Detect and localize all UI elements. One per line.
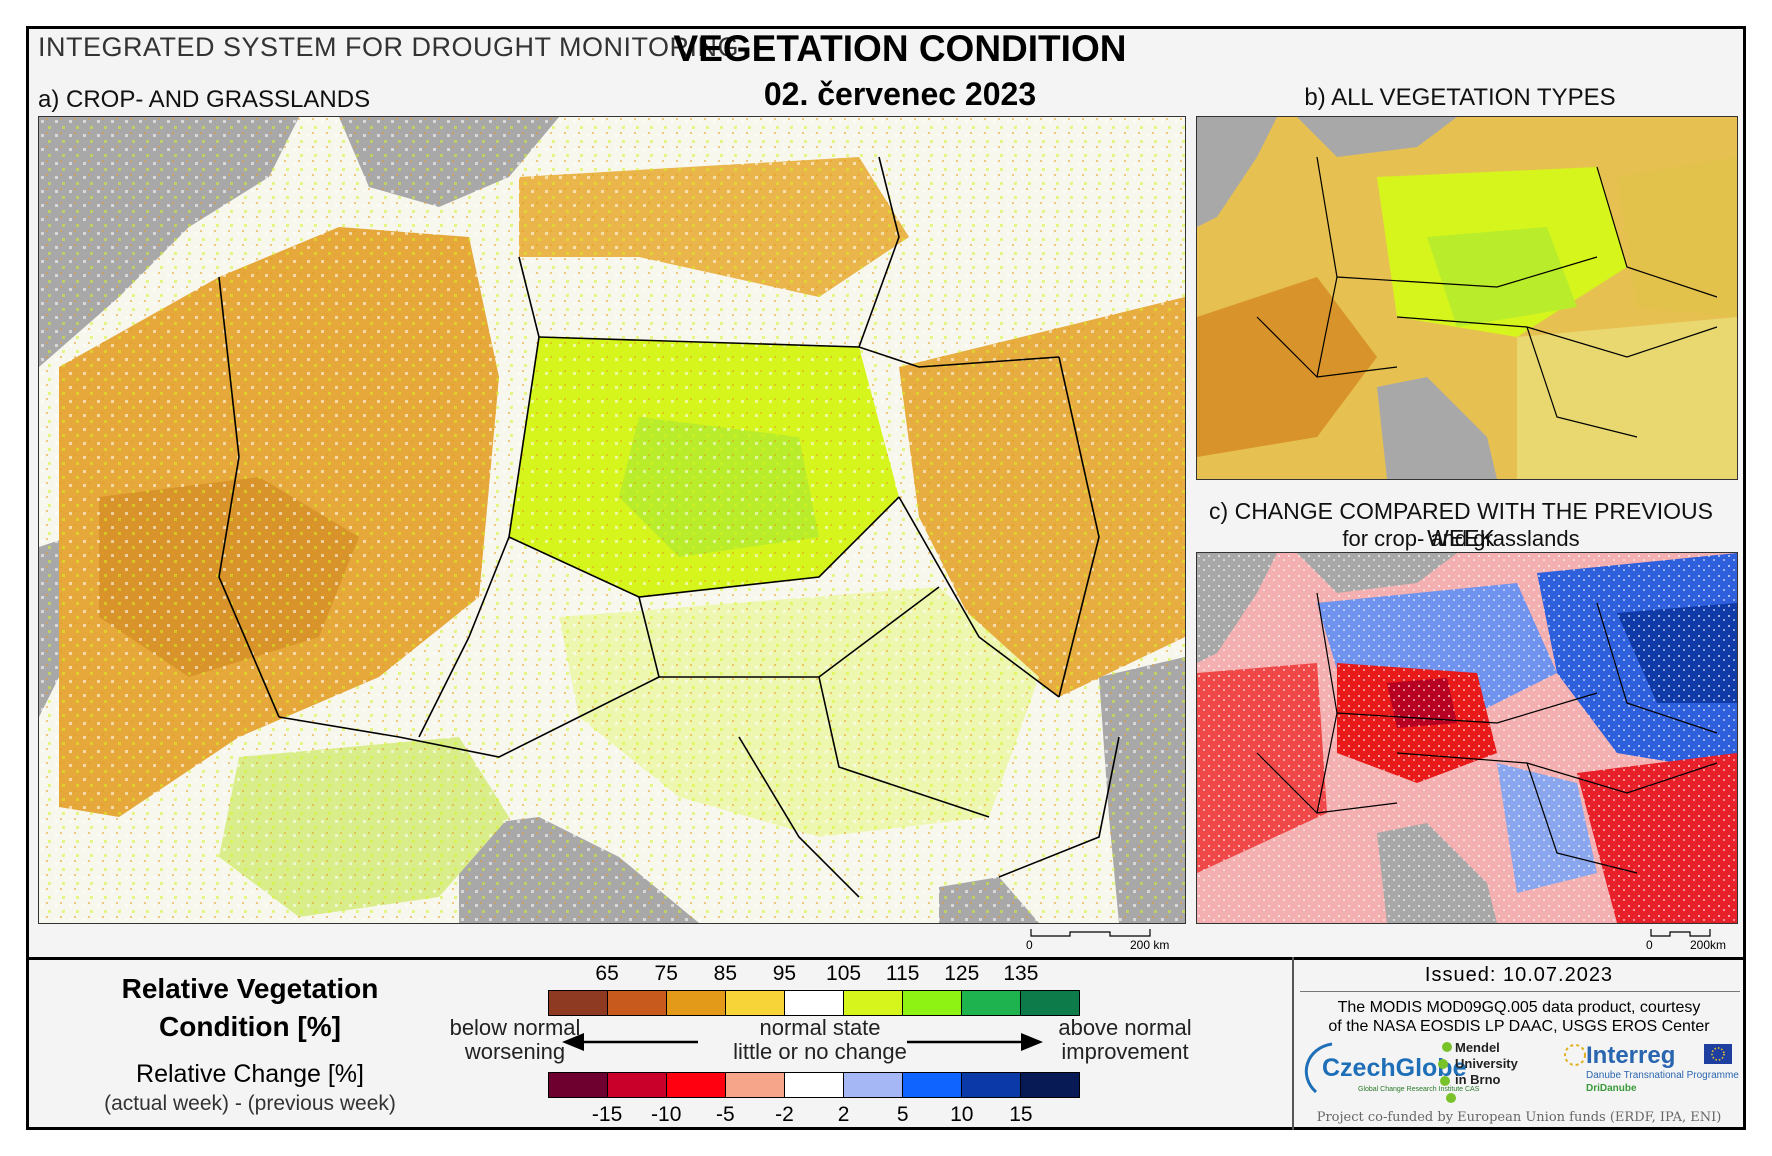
mendel-line-2: University xyxy=(1455,1056,1518,1071)
rc-tick-label: 5 xyxy=(896,1103,909,1126)
rvc-tick-label: 115 xyxy=(885,962,920,985)
interreg-text: Interreg xyxy=(1586,1042,1676,1069)
rvc-tick-label: 65 xyxy=(595,962,619,985)
rc-tick-label: 15 xyxy=(1009,1103,1033,1126)
rc-swatch xyxy=(903,1073,962,1097)
rvc-swatch xyxy=(608,991,667,1015)
rvc-swatch xyxy=(1021,991,1079,1015)
rvc-legend-title: Relative Vegetation Condition [%] xyxy=(90,970,410,1046)
scalebar-main-zero: 0 xyxy=(1026,938,1033,952)
map-b-svg xyxy=(1197,117,1737,479)
main-title: VEGETATION CONDITION xyxy=(673,28,1127,69)
rvc-swatch xyxy=(903,991,962,1015)
map-c-svg xyxy=(1197,553,1737,923)
credit-line-2: of the NASA EOSDIS LP DAAC, USGS EROS Ce… xyxy=(1328,1018,1710,1035)
rc-swatch xyxy=(962,1073,1021,1097)
interreg-star-icon xyxy=(1564,1044,1586,1066)
worsening-text: worsening xyxy=(464,1039,566,1064)
right-arrow-icon xyxy=(907,1033,1043,1051)
rvc-tick-label: 125 xyxy=(944,962,980,985)
legend-area xyxy=(26,957,1746,1130)
info-block xyxy=(1292,957,1746,1130)
panel-c-sublabel: for crop- and grasslands xyxy=(1342,526,1580,551)
mendel-dots-icon xyxy=(1438,1042,1456,1103)
czechglobe-subtext: Global Change Research Institute CAS xyxy=(1358,1086,1480,1093)
credit-line-1: The MODIS MOD09GQ.005 data product, cour… xyxy=(1337,999,1701,1016)
rvc-swatch xyxy=(549,991,608,1015)
map-a-svg xyxy=(39,117,1185,923)
rc-tick-label: 2 xyxy=(837,1103,850,1126)
rvc-tick-label: 75 xyxy=(654,962,678,985)
rvc-tick-label: 95 xyxy=(772,962,797,985)
map-weekly-change xyxy=(1196,552,1738,924)
normal-state-label: normal state little or no change xyxy=(700,1016,940,1064)
rvc-ticks: 65 75 85 95 105 115 125 135 xyxy=(548,962,1080,988)
scalebar-small-graphic xyxy=(1650,929,1711,937)
rc-tick-label: -2 xyxy=(775,1103,794,1126)
rvc-tick-label: 135 xyxy=(1003,962,1039,985)
scalebar-main-graphic xyxy=(1030,929,1151,937)
rc-swatch xyxy=(608,1073,667,1097)
rvc-tick-label: 105 xyxy=(826,962,862,985)
rc-swatch xyxy=(844,1073,903,1097)
rc-swatch xyxy=(1021,1073,1079,1097)
rc-ticks: -15 -10 -5 -2 2 5 10 15 xyxy=(548,1103,1080,1129)
date-label: 02. červenec 2023 xyxy=(763,76,1037,112)
map-crop-grasslands xyxy=(38,116,1186,924)
panel-c-label: c) CHANGE COMPARED WITH THE PREVIOUS WEE… xyxy=(1209,498,1713,551)
rc-tick-label: -15 xyxy=(591,1103,623,1126)
rvc-swatch xyxy=(667,991,726,1015)
rc-swatch xyxy=(785,1073,844,1097)
scalebar-main-end: 200 km xyxy=(1130,938,1170,952)
rc-legend-subtitle: (actual week) - (previous week) xyxy=(104,1092,396,1115)
panel-a-label: a) CROP- AND GRASSLANDS xyxy=(38,86,371,113)
issued-date: Issued: 10.07.2023 xyxy=(1424,964,1614,986)
mendel-logo: Mendel University in Brno xyxy=(1438,1040,1518,1103)
scalebar-small-zero: 0 xyxy=(1646,938,1653,952)
rc-legend-title: Relative Change [%] xyxy=(136,1060,364,1088)
panel-b-label: b) ALL VEGETATION TYPES xyxy=(1304,84,1616,111)
rc-swatch xyxy=(667,1073,726,1097)
normal-state-text: normal state xyxy=(759,1015,881,1040)
interreg-subtext: Danube Transnational Programme xyxy=(1586,1070,1739,1081)
rc-tick-label: 10 xyxy=(950,1103,974,1126)
below-normal-text: below normal xyxy=(449,1015,581,1040)
above-normal-label: above normal improvement xyxy=(1040,1016,1210,1064)
little-change-text: little or no change xyxy=(733,1039,907,1064)
czechglobe-swoosh-icon xyxy=(1304,1042,1333,1094)
improvement-text: improvement xyxy=(1061,1039,1189,1064)
rc-colorbar xyxy=(548,1072,1080,1098)
cofunding-note: Project co-funded by European Union fund… xyxy=(1316,1110,1722,1125)
rvc-title-line2: Condition [%] xyxy=(159,1011,341,1042)
left-arrow-icon xyxy=(562,1033,698,1051)
rvc-swatch xyxy=(726,991,785,1015)
mendel-line-3: in Brno xyxy=(1455,1072,1501,1087)
rc-swatch xyxy=(549,1073,608,1097)
eu-flag-icon xyxy=(1704,1044,1732,1064)
dridanube-text: DriDanube xyxy=(1586,1083,1637,1094)
rc-tick-label: -10 xyxy=(651,1103,682,1126)
map-all-vegetation xyxy=(1196,116,1738,480)
rc-swatch xyxy=(726,1073,785,1097)
rvc-swatch xyxy=(962,991,1021,1015)
rvc-swatch xyxy=(785,991,844,1015)
rvc-title-line1: Relative Vegetation xyxy=(121,973,379,1004)
rvc-tick-label: 85 xyxy=(713,962,737,985)
rvc-colorbar xyxy=(548,990,1080,1016)
issued-divider xyxy=(1300,991,1740,992)
above-normal-text: above normal xyxy=(1058,1015,1192,1040)
system-title: INTEGRATED SYSTEM FOR DROUGHT MONITORING xyxy=(38,32,740,62)
scalebar-small-end: 200km xyxy=(1690,938,1727,952)
rvc-swatch xyxy=(844,991,903,1015)
below-normal-label: below normal worsening xyxy=(430,1016,600,1064)
data-credit: The MODIS MOD09GQ.005 data product, cour… xyxy=(1292,998,1746,1036)
mendel-line-1: Mendel xyxy=(1455,1040,1500,1055)
rc-tick-label: -5 xyxy=(715,1103,735,1126)
